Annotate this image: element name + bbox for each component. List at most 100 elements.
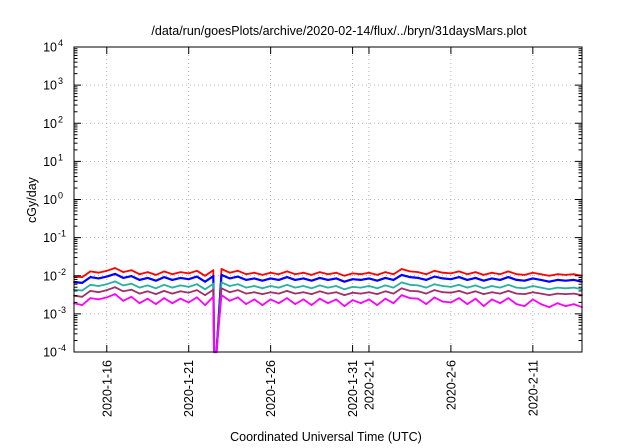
y-tick-label: 10 [43, 269, 57, 283]
data-point [482, 287, 485, 290]
y-tick-exponent: 3 [58, 76, 63, 86]
data-point [482, 279, 485, 282]
data-point [286, 290, 288, 292]
data-point [204, 288, 207, 291]
data-point [245, 292, 248, 295]
data-point [376, 304, 379, 306]
data-point [335, 271, 338, 274]
data-point [507, 270, 510, 273]
data-point [384, 297, 387, 300]
data-point [81, 295, 84, 298]
data-point [540, 273, 542, 276]
y-tick-label: 10 [43, 79, 57, 93]
y-tick-label: 10 [43, 155, 57, 169]
data-point [384, 290, 387, 293]
data-point [97, 291, 100, 294]
data-point [122, 299, 125, 302]
data-point [220, 274, 223, 276]
data-point [507, 283, 510, 286]
data-point [359, 286, 362, 289]
data-point [515, 303, 518, 305]
data-point [466, 279, 469, 281]
x-tick-label: 2020-1-16 [100, 360, 114, 417]
data-point [351, 278, 354, 281]
data-point [138, 286, 141, 289]
data-point [97, 277, 100, 280]
data-point [318, 284, 321, 287]
data-point [376, 293, 379, 295]
data-point [474, 271, 477, 273]
data-point [277, 302, 280, 305]
y-tick-label: 10 [43, 231, 57, 245]
data-point [212, 295, 215, 298]
data-point [228, 277, 231, 280]
data-point [450, 291, 452, 294]
data-point [253, 291, 256, 294]
data-point [155, 287, 157, 290]
data-point [458, 283, 460, 286]
data-point [179, 284, 182, 287]
data-point [491, 271, 493, 274]
data-point [171, 302, 174, 305]
data-point [155, 274, 157, 276]
data-point [466, 286, 469, 289]
data-point [474, 297, 477, 300]
data-point [138, 302, 141, 305]
x-axis-label: Coordinated Universal Time (UTC) [230, 430, 422, 444]
data-point [548, 294, 551, 296]
data-point [196, 289, 198, 291]
data-point [220, 287, 223, 290]
data-point [294, 303, 297, 305]
data-point [187, 291, 190, 294]
data-point [441, 277, 444, 280]
y-tick-label: 10 [43, 307, 57, 321]
data-point [351, 299, 354, 301]
data-point [450, 272, 452, 275]
data-point [212, 288, 215, 291]
data-point [409, 283, 411, 286]
data-point [458, 276, 460, 278]
data-point [515, 286, 518, 289]
data-point [343, 294, 346, 296]
data-point [409, 297, 411, 299]
data-point [515, 279, 518, 281]
data-point [163, 270, 166, 273]
data-point [392, 286, 395, 289]
data-point [327, 292, 329, 295]
data-point [540, 303, 542, 305]
data-point [212, 269, 215, 272]
data-point [302, 271, 305, 274]
data-point [204, 274, 207, 277]
data-point [171, 286, 174, 289]
data-point [114, 280, 116, 283]
data-point [482, 305, 485, 307]
axis-ticks [74, 46, 582, 353]
data-point [548, 288, 551, 291]
data-point [515, 273, 518, 276]
data-point [228, 285, 231, 287]
data-point [261, 287, 264, 290]
data-point [237, 296, 239, 299]
data-point [302, 291, 305, 294]
data-point [482, 274, 485, 276]
data-point [556, 286, 559, 289]
x-tick-label: 2020-2-11 [526, 360, 540, 416]
data-point [114, 267, 116, 269]
data-point [146, 290, 149, 293]
data-point [138, 292, 141, 295]
data-point [286, 276, 288, 278]
data-point [261, 279, 264, 282]
data-point [392, 302, 395, 305]
data-point [531, 271, 534, 274]
data-point [261, 274, 264, 276]
data-point [130, 288, 133, 291]
data-point [105, 269, 108, 272]
data-point [163, 290, 166, 292]
data-point [286, 297, 288, 299]
data-point [269, 298, 272, 301]
data-point [114, 286, 116, 289]
grid [74, 47, 582, 352]
data-point [277, 279, 280, 281]
y-tick-exponent: 0 [58, 191, 63, 201]
